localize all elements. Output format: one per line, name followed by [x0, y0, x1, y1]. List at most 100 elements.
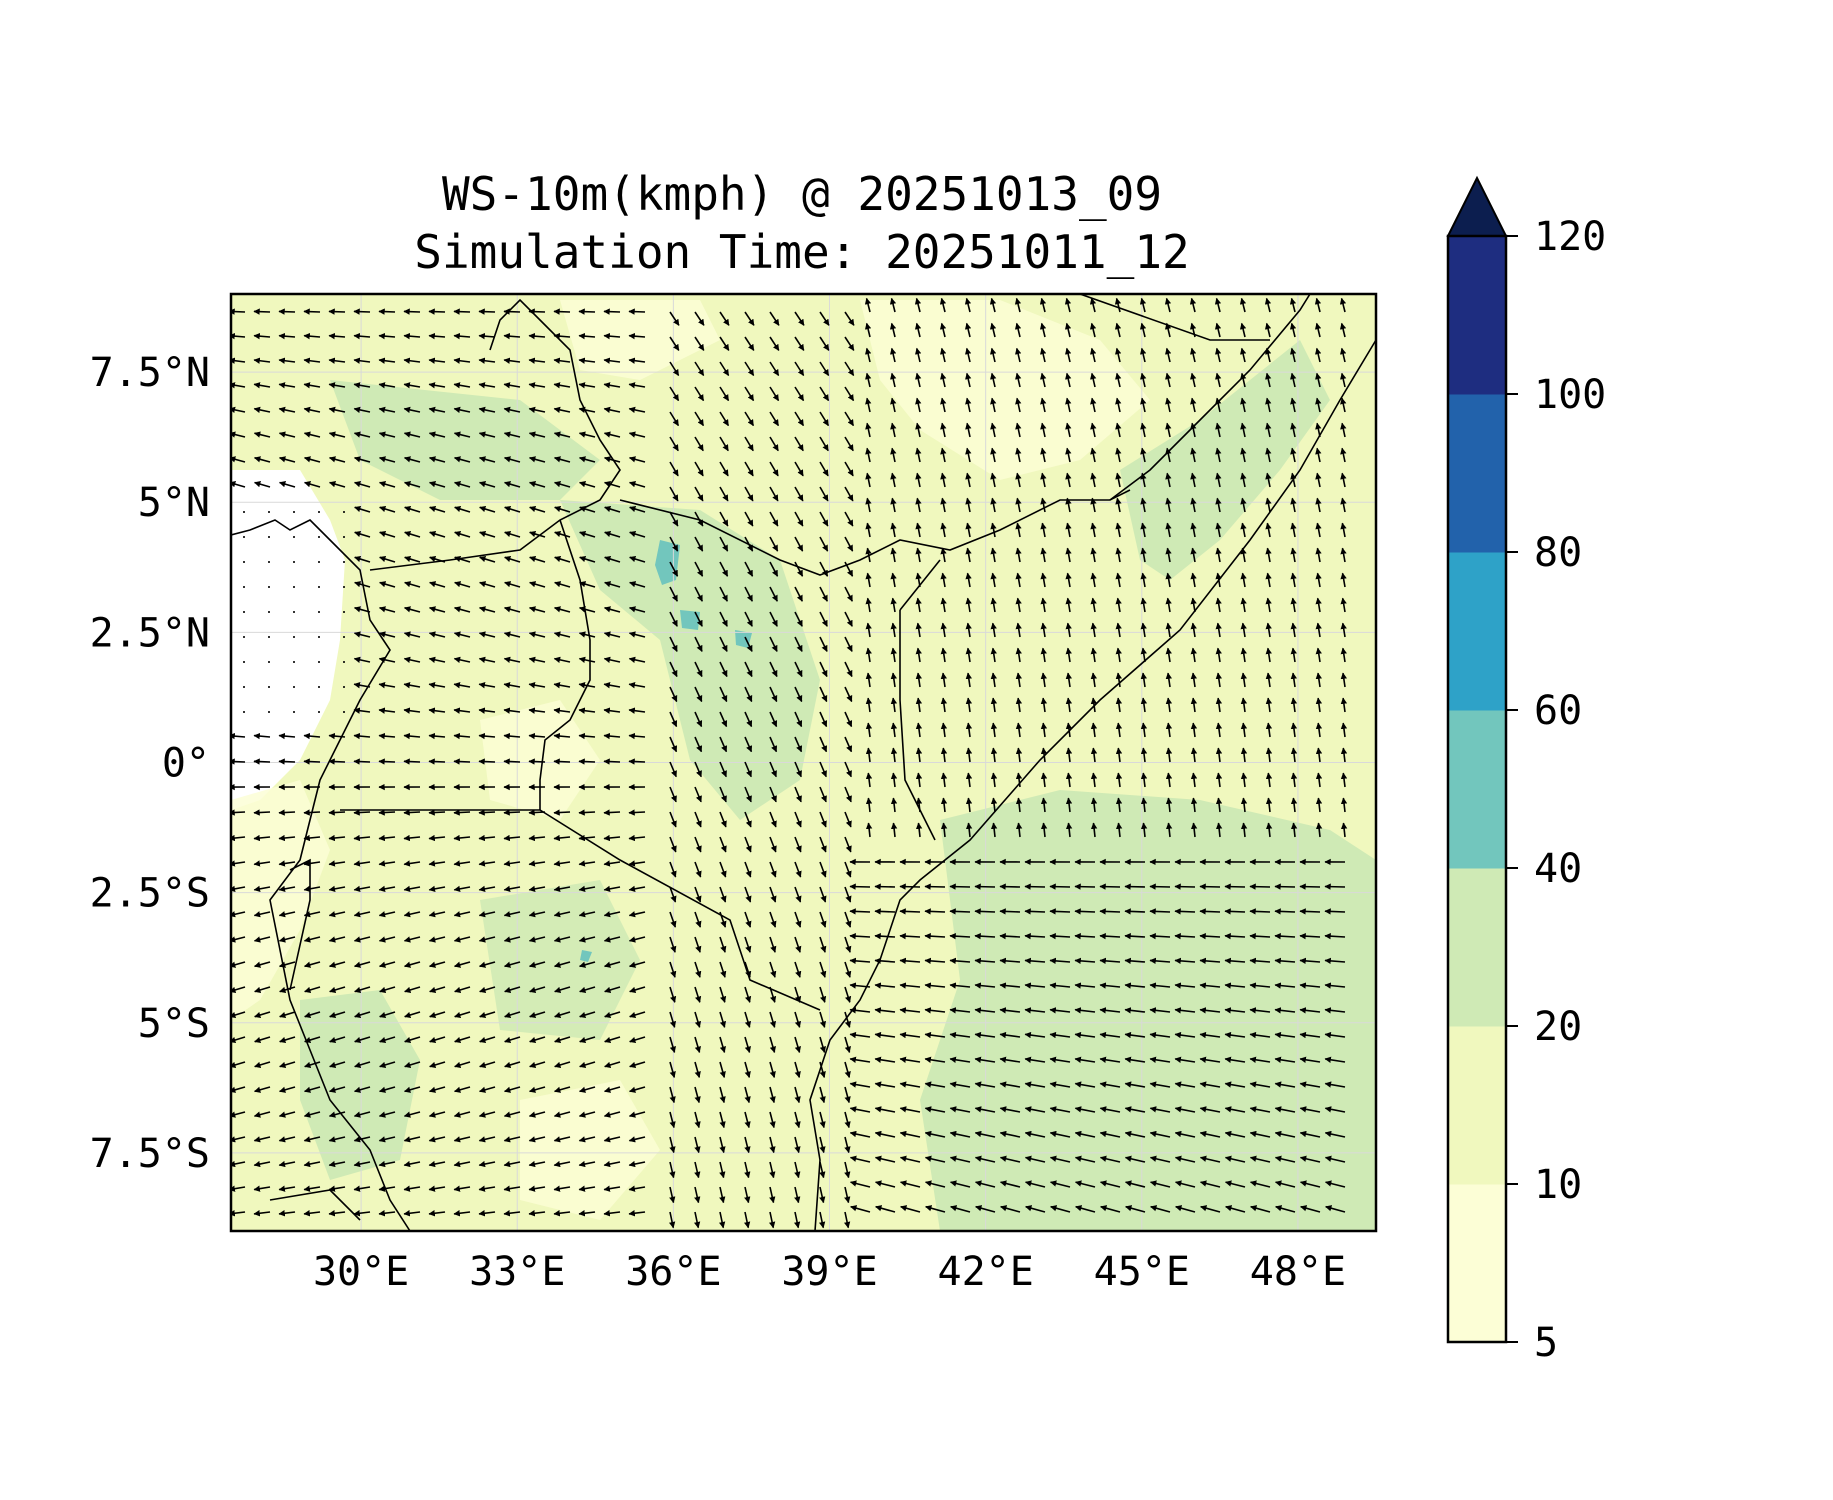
wind-arrow: [1165, 472, 1172, 488]
wind-arrow: [603, 606, 621, 613]
wind-arrow: [940, 622, 947, 638]
wind-arrow: [478, 809, 496, 816]
lat-tick-label: 2.5°N: [90, 610, 210, 656]
wind-arrow: [603, 357, 621, 364]
wind-arrow: [1340, 547, 1347, 563]
wind-arrow: [965, 622, 972, 638]
wind-arrow: [528, 606, 546, 613]
wind-arrow: [915, 697, 923, 713]
wind-arrow: [628, 481, 646, 488]
wind-arrow: [628, 809, 646, 816]
wind-arrow: [1040, 547, 1047, 563]
wind-arrow: [794, 436, 804, 452]
wind-arrow: [628, 431, 646, 438]
wind-arrow: [694, 386, 705, 402]
wind-arrow: [353, 332, 371, 340]
colorbar-segment: [1448, 1026, 1506, 1185]
wind-arrow: [844, 586, 854, 602]
wind-arrow: [1015, 697, 1023, 713]
wind-arrow: [528, 308, 546, 315]
wind-arrow: [1290, 622, 1297, 638]
wind-arrow: [1340, 447, 1347, 463]
wind-arrow: [303, 758, 321, 765]
wind-arrow: [965, 722, 973, 738]
wind-arrow: [1289, 322, 1297, 338]
wind-arrow: [1249, 908, 1271, 915]
wind-arrow: [1140, 547, 1147, 563]
wind-arrow: [1115, 522, 1122, 538]
wind-arrow: [578, 606, 596, 613]
wind-arrow: [353, 456, 371, 463]
wind-arrow: [819, 536, 829, 552]
lat-tick-label: 5°N: [138, 480, 210, 526]
wind-arrow: [278, 406, 296, 414]
wind-arrow: [453, 656, 471, 663]
wind-arrow: [744, 411, 755, 427]
wind-arrow: [990, 497, 997, 513]
wind-arrow: [719, 611, 728, 627]
wind-arrow: [553, 456, 571, 463]
wind-arrow: [278, 431, 296, 438]
wind-arrow: [378, 382, 396, 389]
wind-arrow: [694, 336, 705, 351]
wind-arrow: [428, 606, 446, 613]
lon-tick-label: 30°E: [313, 1249, 409, 1295]
wind-arrow: [890, 522, 897, 538]
wind-arrow: [694, 461, 704, 477]
wind-arrow: [1190, 447, 1197, 463]
wind-arrow: [478, 357, 496, 364]
wind-arrow: [669, 611, 678, 627]
wind-arrow: [378, 656, 396, 663]
wind-arrow: [353, 707, 371, 714]
calm-region-west: [231, 470, 345, 810]
wind-arrow: [278, 732, 296, 740]
wind-arrow: [794, 461, 804, 477]
wind-arrow: [1015, 747, 1023, 763]
wind-arrow: [694, 586, 704, 602]
wind-arrow: [1240, 572, 1247, 588]
wind-arrow: [278, 481, 296, 488]
wind-arrow: [1324, 908, 1346, 915]
wind-arrow: [1314, 297, 1322, 313]
wind-arrow: [819, 761, 827, 778]
wind-arrow: [794, 486, 804, 502]
wind-arrow: [529, 581, 546, 588]
wind-arrow: [628, 357, 646, 364]
wind-arrow: [865, 572, 872, 588]
wind-arrow: [819, 386, 830, 402]
wind-arrow: [403, 406, 421, 414]
wind-arrow: [603, 332, 621, 340]
wind-arrow: [915, 722, 923, 738]
wind-arrow: [694, 686, 703, 703]
wind-arrow: [1215, 672, 1222, 688]
wind-arrow: [354, 505, 371, 513]
wind-arrow: [1090, 722, 1098, 738]
wind-arrow: [1215, 622, 1222, 638]
wind-arrow: [278, 308, 296, 315]
wind-arrow: [403, 682, 421, 689]
wind-arrow: [1265, 647, 1272, 663]
wind-arrow: [453, 456, 471, 463]
wind-arrow: [794, 336, 805, 351]
wind-arrow: [328, 481, 346, 488]
wind-arrow: [1190, 647, 1197, 663]
wind-arrow: [669, 461, 679, 477]
wind-arrow: [629, 555, 646, 563]
wind-arrow: [719, 661, 728, 678]
wind-arrow: [819, 336, 830, 351]
wind-arrow: [1315, 572, 1322, 588]
wind-arrow: [1165, 697, 1173, 713]
wind-arrow: [669, 536, 679, 552]
wind-arrow: [1024, 883, 1046, 890]
wind-arrow: [1040, 472, 1047, 488]
wind-arrow: [719, 711, 728, 728]
wind-arrow: [278, 382, 296, 389]
wind-arrow: [1240, 622, 1247, 638]
wind-arrow: [769, 711, 778, 728]
wind-arrow: [1299, 908, 1321, 915]
wind-arrow: [1215, 397, 1222, 413]
wind-arrow: [965, 572, 972, 588]
wind-arrow: [989, 297, 997, 313]
wind-arrow: [303, 809, 321, 816]
wind-arrow: [865, 747, 873, 763]
